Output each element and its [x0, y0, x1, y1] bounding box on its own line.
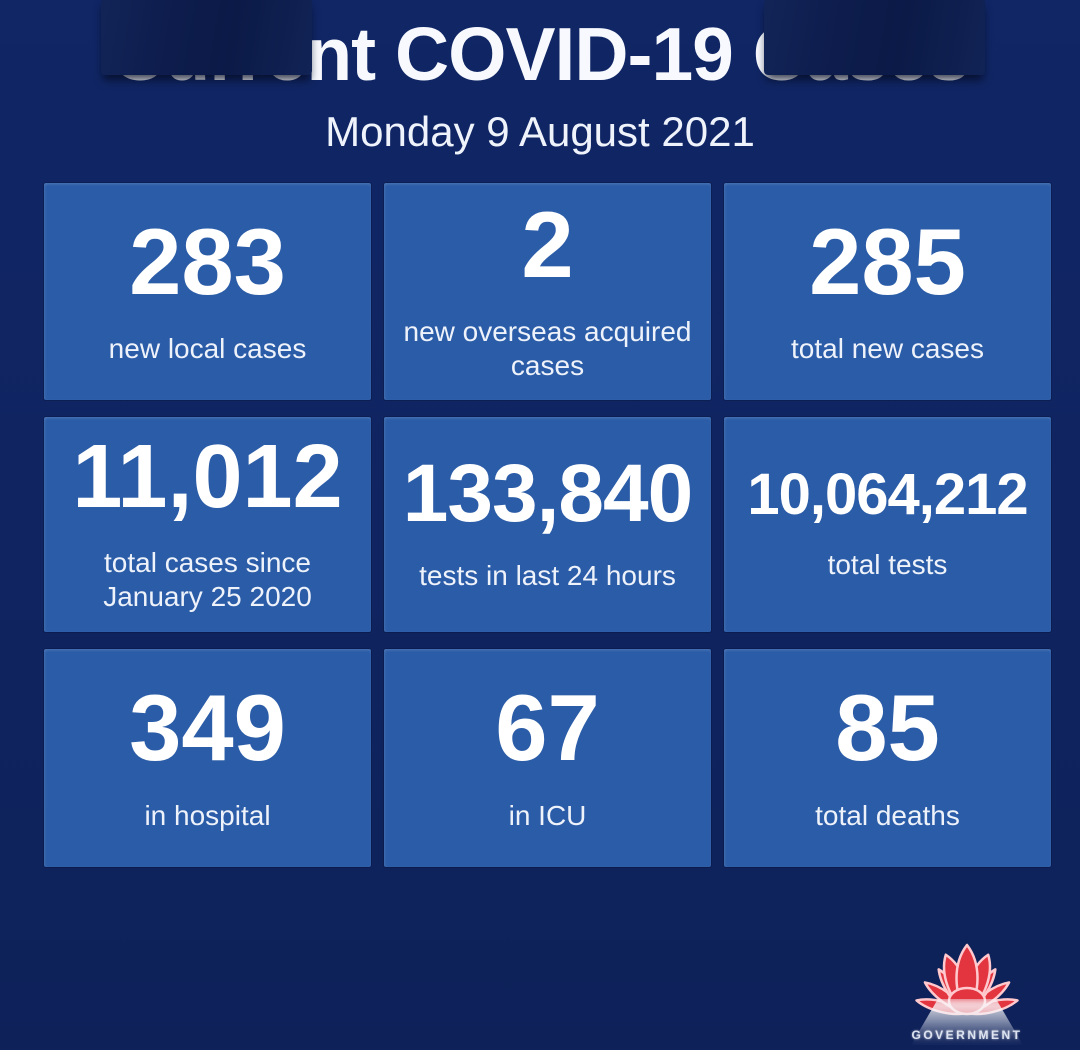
- stat-value: 11,012: [72, 426, 343, 527]
- stat-value: 349: [129, 675, 286, 781]
- stat-label: total tests: [827, 548, 948, 580]
- logo-caption: GOVERNMENT: [911, 1028, 1023, 1042]
- stat-tile-new-overseas-acquired-cases: 2 new overseas acquired cases: [384, 183, 711, 400]
- title-visible-text: nt COVID-19: [306, 12, 753, 96]
- redaction-overlay: [101, 0, 313, 75]
- stat-label: total new cases: [791, 333, 984, 365]
- title-redacted-right: Cases: [753, 0, 985, 96]
- stat-tile-in-hospital: 349 in hospital: [44, 649, 371, 867]
- stat-value: 10,064,212: [747, 461, 1028, 527]
- stat-label: new overseas acquired cases: [403, 315, 692, 382]
- stat-value: 285: [809, 208, 966, 314]
- stat-label: tests in last 24 hours: [419, 560, 676, 592]
- stat-value: 2: [521, 191, 574, 297]
- stat-tile-in-icu: 67 in ICU: [384, 649, 711, 867]
- stat-label: total cases since January 25 2020: [103, 547, 312, 613]
- stat-value: 283: [129, 208, 286, 314]
- stat-tile-total-tests: 10,064,212 total tests: [724, 417, 1051, 632]
- stat-tile-total-cases-since-january-25-2020: 11,012 total cases since January 25 2020: [44, 417, 371, 632]
- stat-tile-total-new-cases: 285 total new cases: [724, 183, 1051, 400]
- stat-tile-tests-in-last-24-hours: 133,840 tests in last 24 hours: [384, 417, 711, 632]
- stat-label: in hospital: [144, 799, 271, 831]
- stat-value: 67: [495, 675, 600, 781]
- stat-label: in ICU: [508, 799, 587, 831]
- stat-tile-total-deaths: 85 total deaths: [724, 649, 1051, 867]
- date-subtitle: Monday 9 August 2021: [325, 108, 755, 155]
- stat-label: new local cases: [108, 333, 307, 365]
- title-redacted-left: Curre: [101, 0, 313, 96]
- nsw-government-logo: GOVERNMENT: [892, 921, 1042, 1045]
- stat-label: total deaths: [815, 799, 960, 831]
- stat-value: 133,840: [402, 448, 693, 540]
- stat-value: 85: [835, 675, 940, 781]
- redaction-overlay: [763, 0, 985, 75]
- stat-tile-new-local-cases: 283 new local cases: [44, 183, 371, 400]
- stats-grid: 283 new local cases 2 new overseas acquired…: [44, 183, 1051, 867]
- page-title: Current COVID-19 Cases: [0, 0, 1080, 96]
